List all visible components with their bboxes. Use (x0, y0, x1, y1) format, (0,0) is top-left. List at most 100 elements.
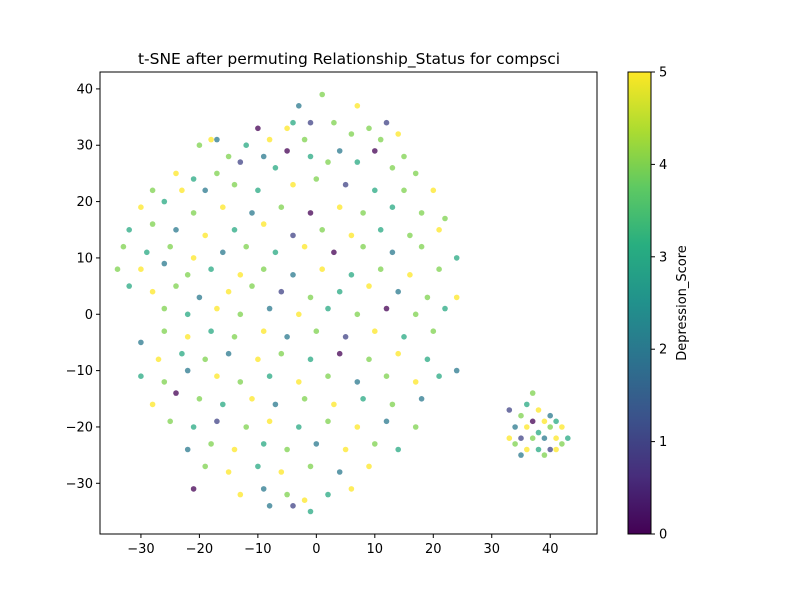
scatter-point (331, 401, 337, 408)
scatter-point (278, 204, 285, 210)
scatter-point (167, 243, 173, 250)
scatter-point (436, 373, 442, 380)
scatter-point (453, 255, 460, 261)
scatter-point (237, 491, 244, 498)
scatter-point (184, 446, 191, 453)
scatter-point (202, 463, 208, 470)
scatter-point (202, 356, 208, 363)
scatter-point (331, 249, 337, 256)
scatter-point (541, 418, 548, 425)
scatter-point (325, 491, 331, 498)
scatter-point (214, 305, 220, 312)
scatter-point (202, 187, 208, 194)
scatter-point (208, 266, 214, 273)
scatter-point (524, 424, 530, 430)
scatter-point (547, 424, 553, 430)
scatter-point (307, 463, 314, 470)
scatter-point (208, 136, 214, 143)
scatter-point (319, 266, 326, 273)
scatter-point (559, 424, 565, 430)
scatter-point (290, 272, 296, 278)
scatter-point (354, 103, 361, 109)
scatter-point (348, 131, 355, 137)
scatter-point (266, 503, 273, 509)
scatter-point (272, 249, 279, 256)
scatter-point (214, 373, 220, 380)
scatter-point (149, 401, 156, 408)
scatter-point (167, 418, 173, 425)
scatter-point (325, 305, 331, 312)
scatter-point (389, 165, 396, 171)
scatter-point (208, 441, 214, 447)
scatter-point (430, 328, 437, 335)
scatter-point (383, 418, 390, 425)
scatter-point (225, 288, 232, 295)
scatter-point (272, 401, 279, 408)
scatter-point (266, 136, 273, 143)
scatter-point (354, 379, 361, 385)
scatter-point (325, 373, 331, 380)
scatter-point (377, 136, 384, 143)
scatter-point (284, 148, 290, 154)
scatter-point (190, 210, 197, 216)
plot-area (114, 91, 571, 515)
scatter-point (184, 272, 191, 278)
scatter-point (354, 159, 361, 165)
scatter-point (372, 148, 378, 154)
scatter-point (255, 125, 261, 132)
scatter-point (547, 412, 553, 419)
scatter-point (190, 424, 197, 430)
scatter-point (506, 407, 513, 413)
scatter-point (529, 418, 536, 425)
scatter-point (284, 446, 290, 453)
scatter-point (412, 379, 419, 385)
scatter-point (260, 221, 267, 227)
scatter-point (407, 272, 413, 278)
y-tick-label: −10 (66, 364, 93, 379)
scatter-point (255, 187, 261, 194)
scatter-point (138, 373, 144, 380)
y-tick-label: 20 (76, 195, 93, 210)
scatter-point (412, 311, 419, 318)
scatter-point (354, 311, 361, 318)
scatter-point (524, 401, 530, 408)
colorbar-gradient (627, 71, 652, 535)
scatter-point (377, 266, 384, 273)
scatter-point (389, 401, 396, 408)
scatter-point (255, 356, 261, 363)
scatter-point (383, 373, 390, 380)
scatter-point (313, 176, 320, 182)
scatter-point (214, 136, 220, 143)
scatter-point (208, 328, 214, 335)
y-tick-label: 40 (76, 82, 93, 97)
scatter-point (383, 119, 390, 126)
scatter-point (307, 294, 314, 301)
scatter-point (453, 367, 460, 374)
scatter-point (348, 486, 355, 492)
scatter-point (366, 356, 372, 363)
x-tick-label: −30 (127, 542, 154, 557)
x-tick-label: 0 (312, 542, 320, 557)
scatter-point (173, 390, 179, 396)
scatter-point (278, 350, 285, 357)
scatter-point (237, 311, 244, 318)
scatter-point (313, 441, 320, 447)
scatter-point (301, 396, 308, 402)
scatter-point (231, 181, 238, 188)
y-tick-label: 0 (85, 308, 93, 323)
scatter-point (138, 339, 144, 346)
y-axis: −30 −20 −10 0 10 20 30 40 (66, 82, 100, 492)
scatter-point (225, 469, 232, 475)
chart-title: t-SNE after permuting Relationship_Statu… (138, 50, 560, 69)
scatter-point (360, 243, 366, 250)
x-tick-label: 10 (367, 542, 384, 557)
scatter-point (284, 334, 290, 340)
scatter-point (220, 204, 226, 210)
scatter-point (506, 435, 513, 442)
scatter-point (161, 328, 168, 335)
colorbar-tick-label: 0 (659, 528, 667, 543)
scatter-point (196, 142, 203, 148)
scatter-point (120, 243, 127, 250)
scatter-point (214, 418, 220, 425)
scatter-point (138, 204, 144, 210)
